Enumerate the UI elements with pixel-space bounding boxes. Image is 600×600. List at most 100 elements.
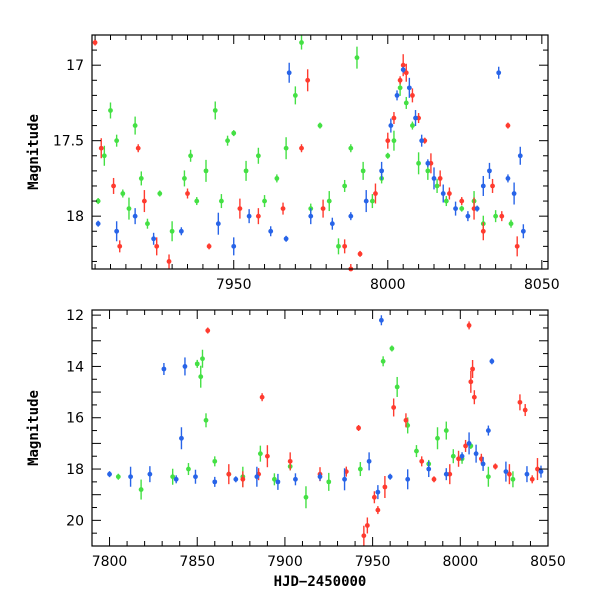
top-point-s0-30	[342, 179, 348, 192]
top-ticks: 7950 8000 8050 17 17.5 18	[53, 34, 560, 293]
top-point-s2-2	[132, 208, 138, 225]
bottom-xtick-label: 7800	[92, 554, 128, 570]
top-point-s0-6	[132, 116, 138, 135]
bottom-point-s0-18	[389, 345, 395, 352]
top-point-s1-17	[348, 264, 354, 272]
top-point-s0-16	[219, 194, 224, 209]
top-point-s0-12	[188, 149, 193, 162]
top-point-s0-8	[145, 218, 150, 229]
bottom-point-s0-1	[138, 479, 144, 500]
bottom-point-s0-24	[443, 421, 449, 440]
bottom-point-s0-2	[170, 468, 176, 485]
bottom-point-s2-27	[489, 358, 495, 365]
bottom-point-s2-13	[317, 472, 323, 481]
top-point-s0-4	[120, 189, 126, 198]
top-point-s0-44	[443, 196, 449, 207]
bottom-point-s1-19	[447, 464, 453, 485]
bottom-point-s2-26	[485, 425, 491, 436]
top-xtick-label: 7950	[216, 277, 252, 293]
top-point-s2-16	[388, 118, 394, 133]
bottom-point-s0-21	[414, 445, 419, 458]
top-point-s1-4	[135, 144, 141, 153]
bottom-point-s0-5	[198, 365, 204, 388]
top-xtick-label: 8050	[524, 277, 560, 293]
top-point-s2-18	[400, 66, 406, 73]
bottom-point-s2-21	[443, 468, 449, 481]
top-point-s0-32	[354, 46, 360, 69]
bottom-point-s2-14	[342, 468, 347, 491]
top-point-s0-24	[292, 86, 298, 105]
bottom-point-s0-28	[485, 466, 491, 487]
top-point-s2-4	[178, 227, 184, 236]
top-point-s1-8	[185, 188, 190, 199]
bottom-point-s0-12	[272, 473, 277, 486]
bottom-point-s2-1	[128, 466, 133, 487]
top-point-s0-23	[283, 137, 289, 160]
bottom-point-s1-13	[375, 506, 381, 515]
bottom-point-s2-12	[293, 473, 298, 486]
top-point-s2-34	[520, 224, 526, 239]
top-point-s2-23	[431, 167, 437, 190]
top-point-s1-10	[237, 198, 243, 219]
bottom-point-s2-25	[480, 456, 486, 471]
top-ytick-label: 17	[66, 58, 84, 74]
top-point-s2-10	[286, 62, 292, 83]
top-point-s1-14	[305, 69, 311, 92]
bottom-point-s1-12	[371, 491, 377, 504]
top-point-s1-35	[499, 211, 505, 222]
top-point-s0-19	[243, 160, 249, 181]
top-point-s1-34	[490, 178, 495, 193]
top-point-s1-36	[505, 122, 511, 129]
top-point-s2-21	[419, 134, 425, 147]
bottom-point-s1-6	[287, 452, 293, 471]
top-ytick-label: 18	[66, 209, 84, 225]
top-panel: 7950 8000 8050 17 17.5 18 Magnitude	[26, 34, 560, 293]
bottom-xtick-label: 8000	[442, 554, 478, 570]
top-point-s1-5	[141, 190, 147, 213]
bottom-point-s2-6	[182, 357, 188, 376]
bottom-ytick-label: 14	[66, 359, 84, 375]
top-point-s1-12	[280, 202, 286, 215]
bottom-point-s0-25	[450, 449, 456, 464]
top-point-s0-28	[326, 191, 332, 212]
bottom-point-s0-16	[357, 462, 363, 477]
top-point-s0-40	[410, 121, 415, 130]
top-point-s1-7	[166, 254, 172, 269]
top-point-s0-9	[157, 190, 163, 197]
top-point-s0-18	[231, 130, 237, 137]
top-point-s1-29	[437, 170, 443, 187]
bottom-point-s1-10	[361, 525, 367, 546]
bottom-point-s2-17	[378, 315, 384, 326]
bottom-point-s1-25	[471, 390, 477, 405]
bottom-point-s1-21	[463, 439, 468, 452]
top-point-s0-3	[114, 134, 120, 147]
top-point-s0-33	[360, 161, 366, 180]
bottom-point-s2-16	[375, 485, 381, 500]
bottom-point-s2-23	[466, 432, 472, 455]
top-point-s1-2	[111, 177, 116, 194]
bottom-points	[107, 315, 544, 546]
bottom-point-s2-3	[161, 363, 167, 375]
bottom-point-s1-32	[535, 458, 540, 481]
bottom-point-s2-24	[473, 444, 479, 463]
top-point-s1-19	[373, 183, 378, 204]
bottom-point-s1-20	[456, 450, 461, 467]
top-point-s0-48	[493, 210, 499, 223]
top-point-s0-0	[95, 198, 101, 205]
top-point-s0-25	[299, 35, 304, 50]
top-point-s0-29	[336, 238, 341, 255]
top-point-s2-6	[231, 237, 237, 256]
top-point-s2-32	[511, 182, 517, 205]
bottom-point-s1-22	[466, 321, 472, 330]
top-point-s2-14	[363, 190, 369, 213]
top-point-s1-24	[403, 63, 409, 82]
bottom-point-s2-10	[254, 466, 260, 487]
top-point-s1-30	[447, 187, 452, 200]
bottom-ytick-label: 18	[66, 462, 84, 478]
bottom-point-s2-28	[503, 461, 509, 482]
bottom-ylabel: Magnitude	[26, 390, 42, 466]
bottom-point-s0-4	[194, 359, 200, 368]
top-point-s0-1	[101, 145, 107, 166]
top-point-s2-15	[379, 161, 385, 180]
bottom-xtick-label: 7900	[267, 554, 303, 570]
